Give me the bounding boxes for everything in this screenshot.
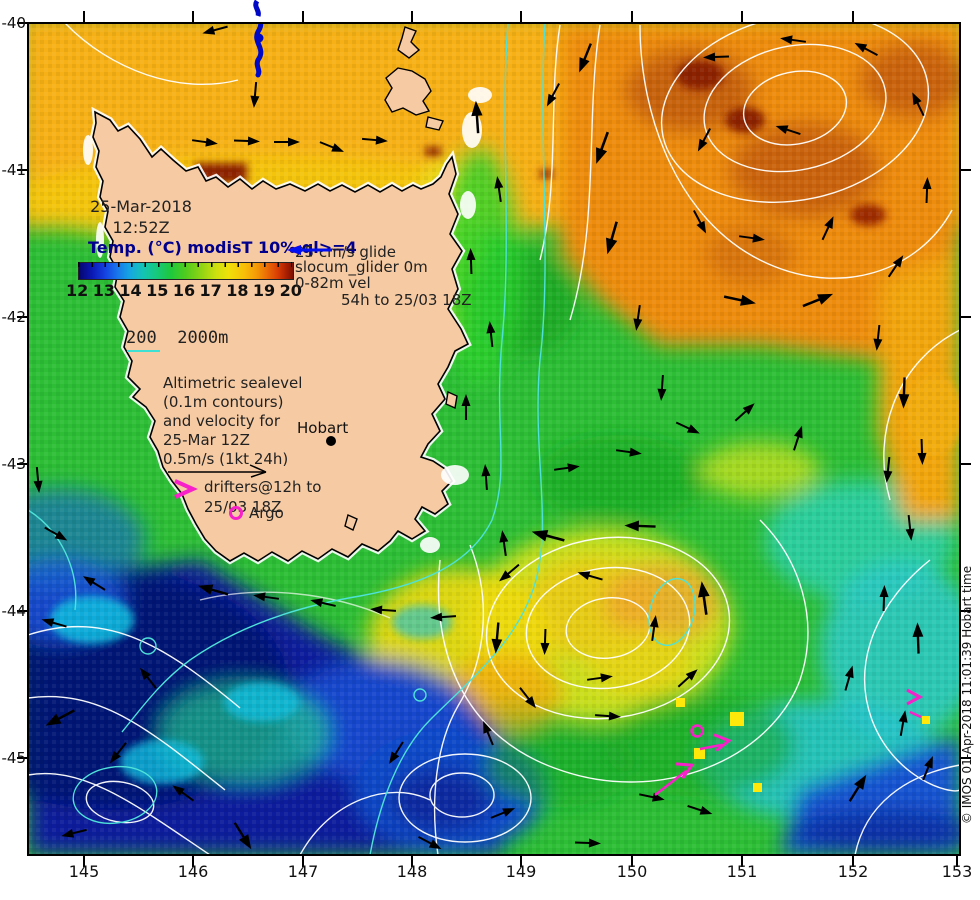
hobart-dot (326, 436, 336, 446)
y-tick-41: -41 (1, 161, 27, 179)
cbar-label: 19 (252, 281, 276, 300)
x-tick-152: 152 (837, 862, 869, 881)
cbar-label: 16 (172, 281, 196, 300)
vector-legend-row-vel: 0-82m vel (286, 245, 472, 292)
cbar-label: 14 (119, 281, 142, 300)
y-tick-45: -45 (1, 749, 27, 767)
land-islands (344, 26, 458, 531)
cbar-label: 18 (226, 281, 249, 300)
x-tick-145: 145 (68, 862, 100, 881)
bathymetry-contours (28, 23, 696, 855)
x-tick-146: 146 (177, 862, 209, 881)
bathy-2000-label: 2000m (177, 328, 229, 348)
glider-track (254, 23, 264, 78)
drifter-chevron-icon (174, 479, 198, 499)
drifter-sst-squares (676, 698, 930, 792)
altimetry-note: Altimetric sealevel (0.1m contours) and … (163, 374, 302, 469)
argo-label: Argo (249, 504, 284, 522)
glider-track-tip (253, 0, 261, 17)
x-tick-147: 147 (287, 862, 319, 881)
vector-legend-row-slocum: slocum_glider 0m (286, 245, 472, 277)
bathy-200-label: 200 (126, 328, 157, 348)
map-date: 25-Mar-2018 (90, 197, 192, 216)
colorbar-title: Temp. (°C) modisT 10% ql>=4 (88, 238, 357, 257)
altimetry-note-line: (0.1m contours) (163, 393, 284, 411)
cbar-label: 13 (92, 281, 115, 300)
drifter-note-line: 25/03 18Z (204, 498, 282, 516)
velocity-scale-arrow (168, 464, 267, 478)
altimetry-note-line: Altimetric sealevel (163, 374, 303, 392)
x-tick-149: 149 (505, 862, 537, 881)
y-tick-42: -42 (1, 308, 27, 326)
argo-ring-icon (229, 506, 243, 520)
drifter-track-marks (654, 688, 924, 796)
argo-float-mark (690, 724, 704, 738)
map-time: 12:52Z (112, 218, 170, 237)
vector-legend-footnote: 54h to 25/03 18Z (341, 290, 472, 309)
x-tick-151: 151 (726, 862, 758, 881)
imos-credit: © IMOS 01-Apr-2018 11:01:39 Hobart time (960, 565, 974, 825)
colorbar-tick-labels: 12 13 14 15 16 17 18 19 20 (66, 281, 302, 300)
y-tick-44: -44 (1, 602, 27, 620)
altimetry-note-line: 25-Mar 12Z (163, 431, 250, 449)
drifter-note-line: drifters@12h to (204, 478, 322, 496)
cbar-label: 12 (66, 281, 89, 300)
vector-legend-label: slocum_glider 0m (295, 258, 428, 277)
map-datetime: 25-Mar-2018 12:52Z (76, 196, 206, 238)
y-tick-40: -40 (1, 14, 27, 32)
x-tick-150: 150 (616, 862, 648, 881)
bathymetry-legend: 200 2000m (126, 328, 228, 348)
hobart-label: Hobart (297, 419, 349, 437)
altimetry-note-line: and velocity for (163, 412, 281, 430)
y-tick-43: -43 (1, 455, 27, 473)
vector-legend-label: 25 cm/s glide (295, 242, 396, 261)
cbar-label: 20 (279, 281, 302, 300)
x-tick-153: 153 (941, 862, 973, 881)
vector-legend-label: 0-82m vel (295, 273, 371, 292)
bathy-200-contour-sample (127, 350, 160, 352)
vector-legend: 25 cm/s glide slocum_glider 0m 0-82m vel… (286, 242, 472, 309)
x-tick-148: 148 (396, 862, 428, 881)
cbar-label: 15 (146, 281, 169, 300)
altimetry-note-line: 0.5m/s (1kt 24h) (163, 450, 289, 468)
blue-arrow-icon (287, 245, 332, 255)
map-frame (17, 11, 971, 867)
drifter-note: drifters@12h to 25/03 18Z (204, 477, 321, 517)
colorbar-tickmarks (78, 262, 292, 267)
cbar-label: 17 (199, 281, 222, 300)
